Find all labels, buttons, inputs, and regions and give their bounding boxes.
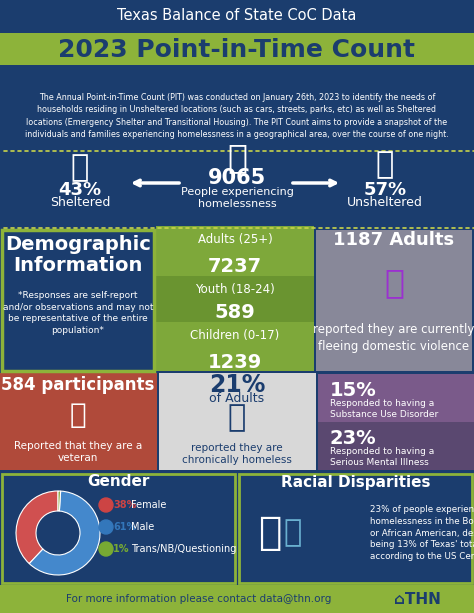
FancyBboxPatch shape bbox=[159, 373, 316, 470]
Wedge shape bbox=[16, 491, 58, 563]
FancyBboxPatch shape bbox=[318, 422, 474, 470]
Text: 👥: 👥 bbox=[227, 142, 247, 175]
Text: ⛺: ⛺ bbox=[376, 151, 394, 180]
Wedge shape bbox=[29, 491, 100, 575]
Text: Racial Disparities: Racial Disparities bbox=[281, 474, 430, 490]
Text: 🪖: 🪖 bbox=[70, 401, 86, 429]
Text: 👦: 👦 bbox=[284, 519, 302, 547]
Text: 7237: 7237 bbox=[208, 256, 262, 275]
FancyBboxPatch shape bbox=[0, 151, 474, 228]
Text: 584 participants: 584 participants bbox=[1, 376, 155, 394]
FancyBboxPatch shape bbox=[2, 474, 235, 583]
FancyBboxPatch shape bbox=[0, 585, 474, 613]
Text: 61%: 61% bbox=[113, 522, 136, 532]
FancyBboxPatch shape bbox=[0, 83, 474, 151]
FancyBboxPatch shape bbox=[0, 373, 157, 470]
Wedge shape bbox=[58, 491, 61, 511]
Circle shape bbox=[99, 498, 113, 512]
Text: reported they are
chronically homeless: reported they are chronically homeless bbox=[182, 443, 292, 465]
Text: 589: 589 bbox=[215, 303, 255, 322]
Text: For more information please contact data@thn.org: For more information please contact data… bbox=[66, 594, 332, 604]
Text: 2023 Point-in-Time Count: 2023 Point-in-Time Count bbox=[58, 38, 416, 62]
Text: reported they are currently
fleeing domestic violence: reported they are currently fleeing dome… bbox=[313, 323, 474, 352]
FancyBboxPatch shape bbox=[156, 276, 314, 322]
Text: Gender: Gender bbox=[87, 474, 150, 490]
FancyBboxPatch shape bbox=[156, 226, 314, 276]
Circle shape bbox=[99, 542, 113, 556]
Text: Demographic
Information: Demographic Information bbox=[5, 235, 151, 275]
Text: Male: Male bbox=[131, 522, 154, 532]
Text: 15%: 15% bbox=[330, 381, 377, 400]
Text: 21%: 21% bbox=[209, 373, 265, 397]
Text: 23%: 23% bbox=[330, 429, 377, 448]
Text: 9065: 9065 bbox=[208, 168, 266, 188]
FancyBboxPatch shape bbox=[0, 0, 474, 83]
Text: 🧑: 🧑 bbox=[258, 514, 282, 552]
FancyBboxPatch shape bbox=[2, 230, 154, 371]
Text: Texas Balance of State CoC Data: Texas Balance of State CoC Data bbox=[117, 7, 357, 23]
FancyBboxPatch shape bbox=[156, 322, 314, 371]
Text: *Responses are self-report
and/or observations and may not
be representative of : *Responses are self-report and/or observ… bbox=[3, 291, 153, 335]
Text: 1239: 1239 bbox=[208, 352, 262, 371]
FancyBboxPatch shape bbox=[0, 33, 474, 65]
Text: The Annual Point-in-Time Count (PIT) was conducted on January 26th, 2023 to iden: The Annual Point-in-Time Count (PIT) was… bbox=[25, 93, 449, 139]
Text: Unsheltered: Unsheltered bbox=[347, 197, 423, 210]
Text: Female: Female bbox=[131, 500, 166, 510]
FancyBboxPatch shape bbox=[318, 374, 474, 422]
Text: 38%: 38% bbox=[113, 500, 137, 510]
Text: 57%: 57% bbox=[364, 181, 407, 199]
Text: Children (0-17): Children (0-17) bbox=[191, 329, 280, 341]
Text: Responded to having a
Substance Use Disorder: Responded to having a Substance Use Diso… bbox=[330, 398, 438, 419]
Text: Adults (25+): Adults (25+) bbox=[198, 234, 273, 246]
Text: 1%: 1% bbox=[113, 544, 129, 554]
Text: 23% of people experiencing
homelessness in the BoS are Black
or African American: 23% of people experiencing homelessness … bbox=[370, 505, 474, 561]
Text: of Adults: of Adults bbox=[210, 392, 264, 405]
Text: 🛏: 🛏 bbox=[71, 153, 89, 183]
Text: Youth (18-24): Youth (18-24) bbox=[195, 283, 275, 295]
Text: 🎀: 🎀 bbox=[384, 267, 404, 300]
Text: People experiencing
homelessness: People experiencing homelessness bbox=[181, 187, 293, 209]
Text: Sheltered: Sheltered bbox=[50, 197, 110, 210]
Text: 43%: 43% bbox=[58, 181, 101, 199]
Text: Reported that they are a
veteran: Reported that they are a veteran bbox=[14, 441, 142, 463]
Text: 📅: 📅 bbox=[228, 403, 246, 433]
FancyBboxPatch shape bbox=[316, 230, 472, 371]
Text: Trans/NB/Questioning: Trans/NB/Questioning bbox=[131, 544, 237, 554]
FancyBboxPatch shape bbox=[239, 474, 472, 583]
Text: Responded to having a
Serious Mental Illness: Responded to having a Serious Mental Ill… bbox=[330, 446, 434, 466]
Circle shape bbox=[99, 520, 113, 534]
Text: 1187 Adults: 1187 Adults bbox=[333, 231, 455, 249]
Text: ⌂THN: ⌂THN bbox=[394, 592, 440, 606]
